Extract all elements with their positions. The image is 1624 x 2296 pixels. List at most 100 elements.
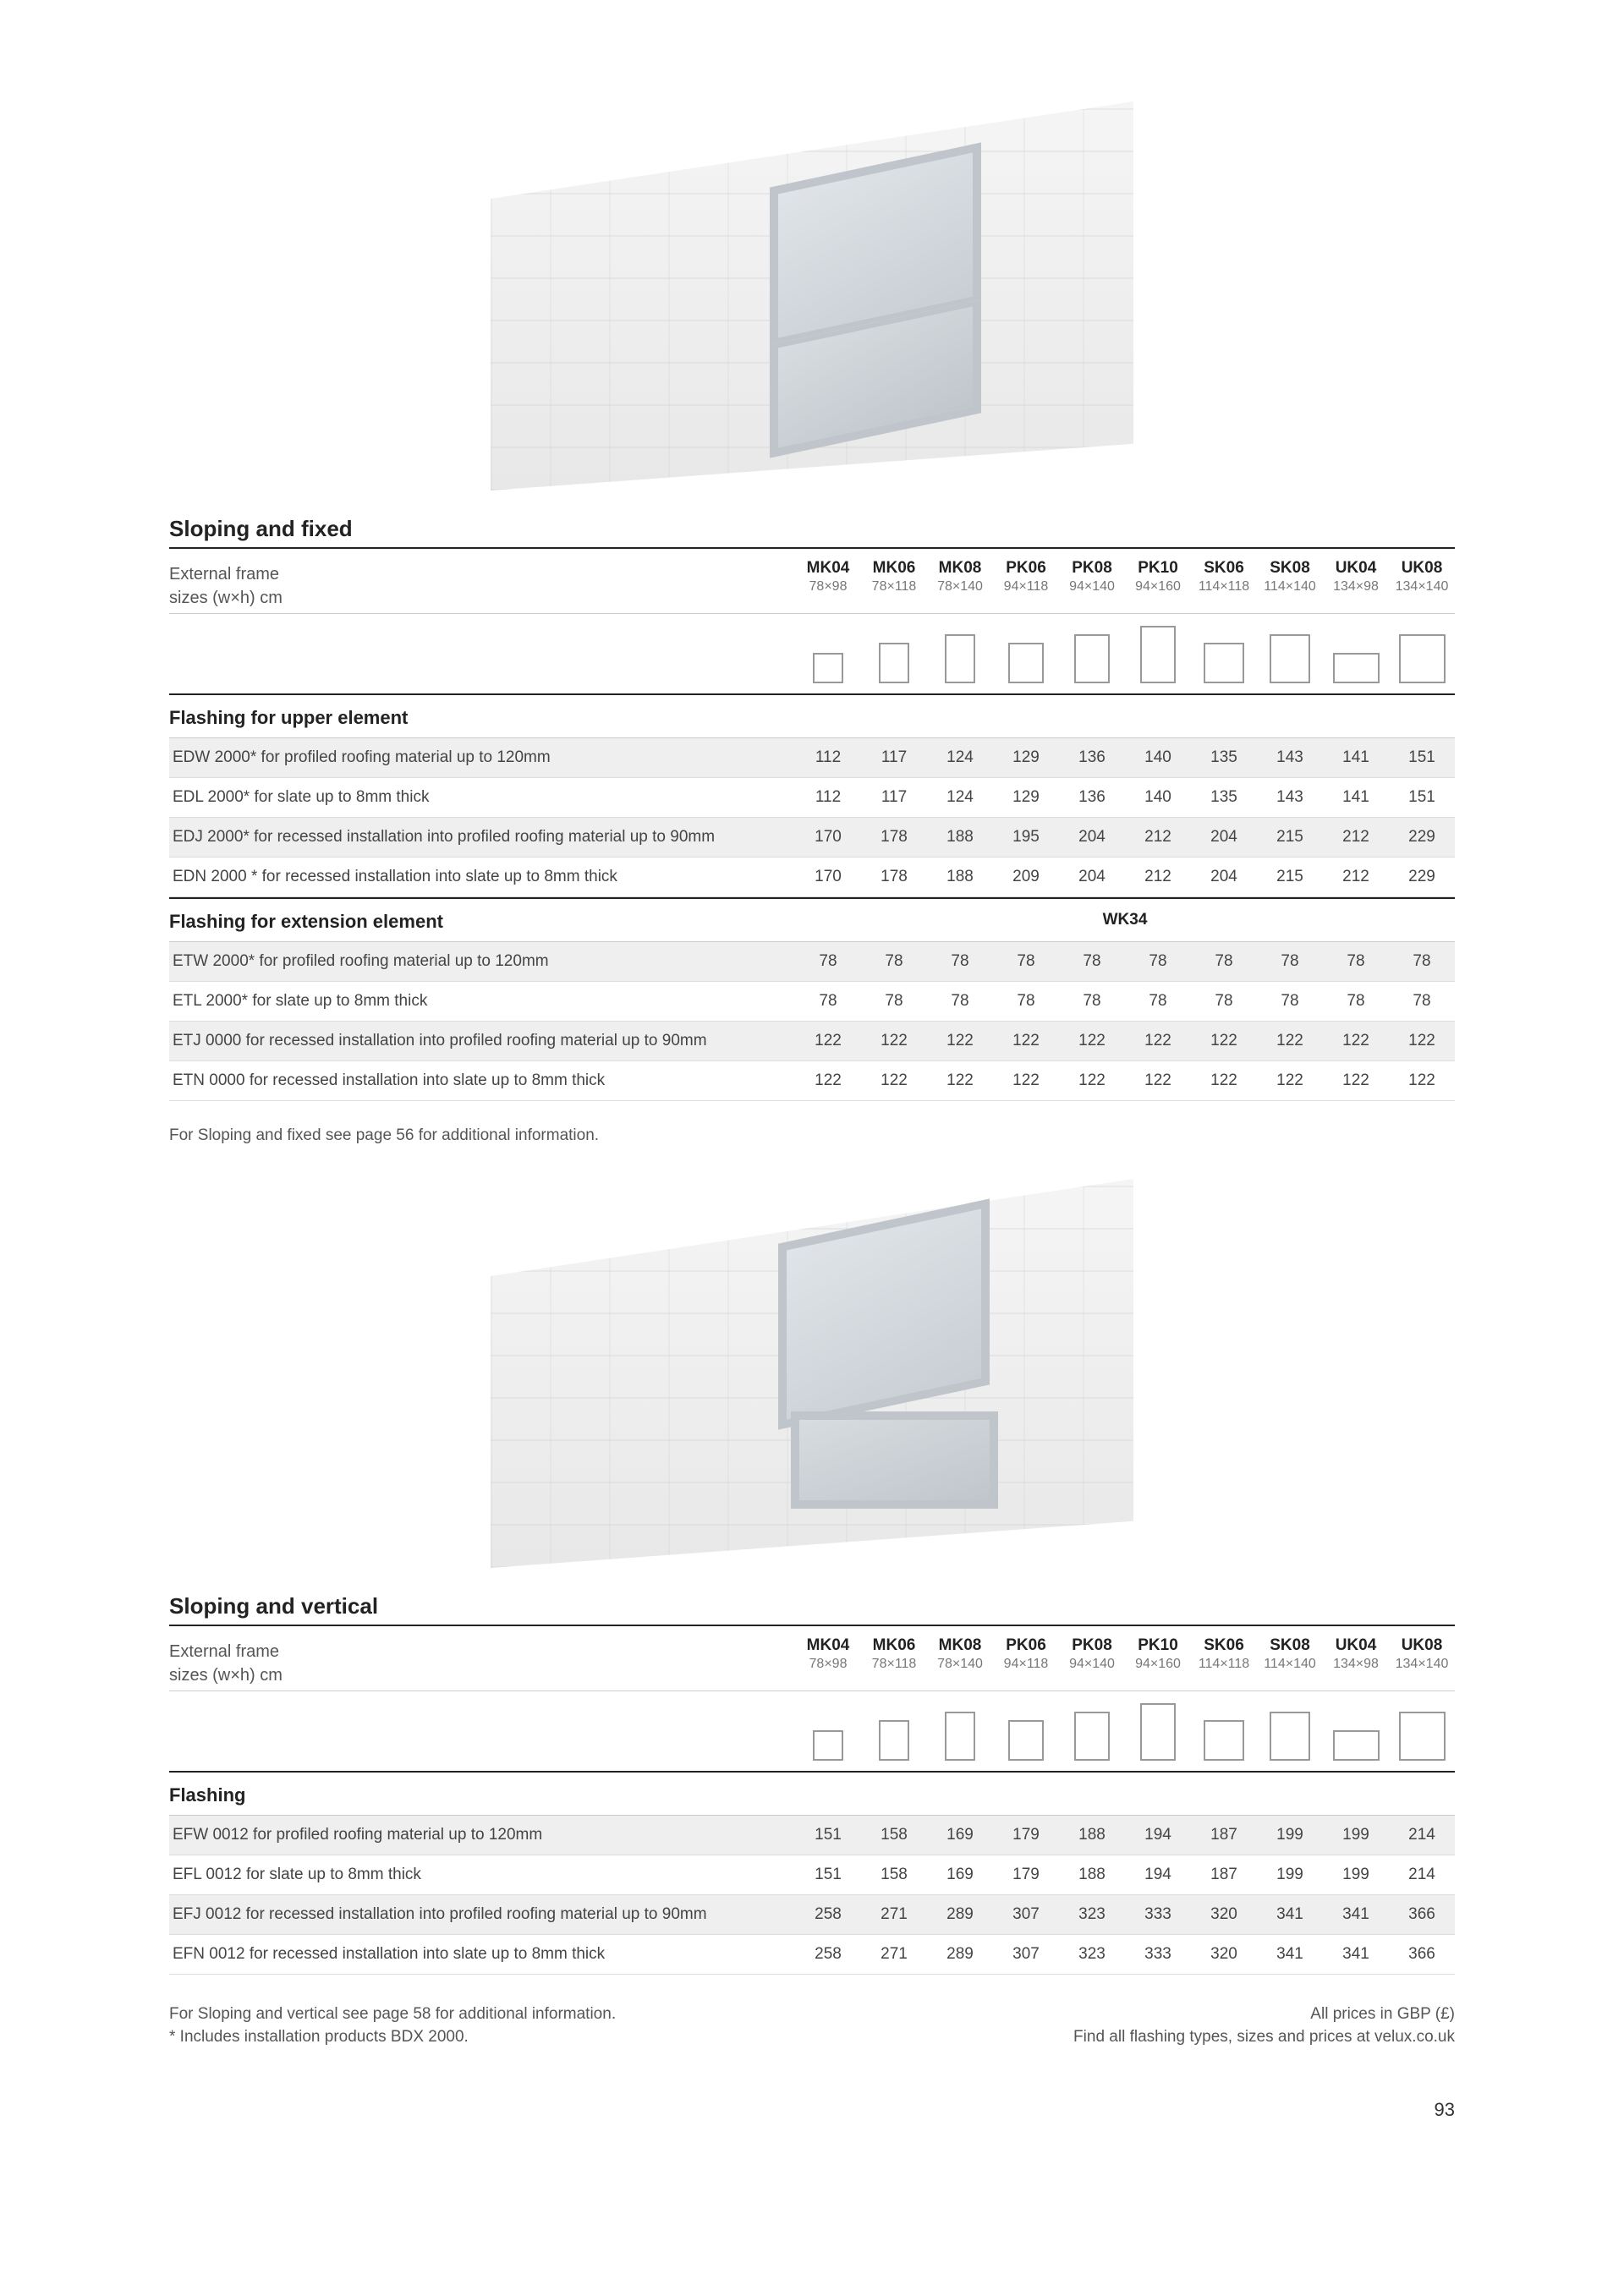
size-dimensions: 78×140 <box>927 1657 993 1672</box>
price-cell: 204 <box>1059 828 1125 847</box>
price-cell: 136 <box>1059 788 1125 807</box>
price-cell: 122 <box>861 1071 927 1090</box>
size-dimensions: 134×140 <box>1389 579 1455 595</box>
size-code: MK06 <box>861 559 927 578</box>
price-cell: 271 <box>861 1945 927 1964</box>
size-dimensions: 114×118 <box>1191 1657 1257 1672</box>
price-cell: 78 <box>1389 992 1455 1011</box>
price-cell: 112 <box>795 788 861 807</box>
size-dimensions: 78×98 <box>795 579 861 595</box>
price-cell: 178 <box>861 828 927 847</box>
price-cell: 271 <box>861 1905 927 1924</box>
price-cell: 78 <box>1389 952 1455 971</box>
price-cell: 215 <box>1257 868 1323 886</box>
price-cell: 320 <box>1191 1945 1257 1964</box>
product-label: EFN 0012 for recessed installation into … <box>169 1945 795 1964</box>
section-sloping-fixed: Sloping and fixed External frame sizes (… <box>169 101 1455 1145</box>
price-cell: 122 <box>1059 1071 1125 1090</box>
price-cell: 122 <box>1323 1071 1389 1090</box>
subsection-center-code: WK34 <box>795 911 1455 929</box>
size-dimensions: 134×98 <box>1323 579 1389 595</box>
price-row: ETL 2000* for slate up to 8mm thick78787… <box>169 982 1455 1022</box>
price-cell: 320 <box>1191 1905 1257 1924</box>
size-column-header: SK08114×140 <box>1257 559 1323 595</box>
size-shape-cell <box>795 626 861 683</box>
price-cell: 129 <box>993 748 1059 767</box>
price-cell: 78 <box>1323 992 1389 1011</box>
price-cell: 212 <box>1323 828 1389 847</box>
price-cell: 187 <box>1191 1826 1257 1844</box>
size-shape-icon <box>1399 1712 1446 1761</box>
price-cell: 258 <box>795 1945 861 1964</box>
price-cell: 151 <box>1389 788 1455 807</box>
price-cell: 122 <box>927 1071 993 1090</box>
price-cell: 204 <box>1059 868 1125 886</box>
price-row: EFN 0012 for recessed installation into … <box>169 1935 1455 1975</box>
window-illustration <box>770 142 981 458</box>
price-cell: 341 <box>1323 1945 1389 1964</box>
price-cell: 122 <box>1389 1071 1455 1090</box>
size-dimensions: 78×118 <box>861 1657 927 1672</box>
price-cell: 323 <box>1059 1905 1125 1924</box>
price-cell: 188 <box>1059 1826 1125 1844</box>
size-shape-icon <box>945 1712 975 1761</box>
size-code: MK04 <box>795 1636 861 1655</box>
price-cell: 151 <box>795 1866 861 1884</box>
size-code: MK06 <box>861 1636 927 1655</box>
size-shape-cell <box>1059 1703 1125 1761</box>
price-cell: 124 <box>927 748 993 767</box>
price-cell: 199 <box>1323 1866 1389 1884</box>
size-shape-icon <box>1140 1703 1176 1761</box>
size-shape-icon <box>1399 634 1446 683</box>
size-column-header: PK1094×160 <box>1125 1636 1191 1672</box>
price-cell: 333 <box>1125 1905 1191 1924</box>
size-code: SK08 <box>1257 559 1323 578</box>
price-cell: 341 <box>1323 1905 1389 1924</box>
size-code: SK06 <box>1191 559 1257 578</box>
price-cell: 212 <box>1125 868 1191 886</box>
subsection-label: Flashing for extension element <box>169 899 795 941</box>
size-code: PK08 <box>1059 1636 1125 1655</box>
size-shape-row <box>169 1691 1455 1773</box>
product-label: EDJ 2000* for recessed installation into… <box>169 828 795 847</box>
size-code: UK08 <box>1389 559 1455 578</box>
price-row: EFJ 0012 for recessed installation into … <box>169 1895 1455 1935</box>
price-cell: 214 <box>1389 1826 1455 1844</box>
price-row: ETW 2000* for profiled roofing material … <box>169 942 1455 982</box>
price-cell: 78 <box>927 952 993 971</box>
price-cell: 170 <box>795 828 861 847</box>
price-cell: 158 <box>861 1826 927 1844</box>
price-row: ETN 0000 for recessed installation into … <box>169 1061 1455 1101</box>
size-shape-icon <box>1270 634 1310 683</box>
size-shape-icon <box>945 634 975 683</box>
frame-label: External frame sizes (w×h) cm <box>169 559 795 610</box>
size-column-header: MK0878×140 <box>927 559 993 595</box>
product-label: ETN 0000 for recessed installation into … <box>169 1071 795 1090</box>
frame-label-line2: sizes (w×h) cm <box>169 1663 795 1687</box>
size-shape-cell <box>1257 1703 1323 1761</box>
size-code: MK08 <box>927 559 993 578</box>
size-code: PK06 <box>993 559 1059 578</box>
product-label: ETJ 0000 for recessed installation into … <box>169 1032 795 1050</box>
size-column-header: PK0694×118 <box>993 1636 1059 1672</box>
size-dimensions: 94×118 <box>993 579 1059 595</box>
price-cell: 122 <box>1191 1032 1257 1050</box>
price-cell: 78 <box>1191 952 1257 971</box>
size-header-row: External frame sizes (w×h) cm MK0478×98M… <box>169 552 1455 614</box>
size-shape-cell <box>1323 626 1389 683</box>
price-cell: 307 <box>993 1945 1059 1964</box>
price-cell: 122 <box>1125 1071 1191 1090</box>
price-cell: 158 <box>861 1866 927 1884</box>
frame-label-line1: External frame <box>169 562 795 586</box>
price-cell: 122 <box>1323 1032 1389 1050</box>
subsection-flashing-extension: Flashing for extension element WK34 <box>169 897 1455 942</box>
price-cell: 78 <box>1257 952 1323 971</box>
size-dimensions: 134×140 <box>1389 1657 1455 1672</box>
frame-label-line1: External frame <box>169 1640 795 1663</box>
price-row: EDW 2000* for profiled roofing material … <box>169 738 1455 778</box>
size-code: MK04 <box>795 559 861 578</box>
size-shape-icon <box>813 653 843 683</box>
product-label: ETL 2000* for slate up to 8mm thick <box>169 992 795 1011</box>
size-column-header: UK04134×98 <box>1323 559 1389 595</box>
footer-left-line2: * Includes installation products BDX 200… <box>169 2026 616 2049</box>
